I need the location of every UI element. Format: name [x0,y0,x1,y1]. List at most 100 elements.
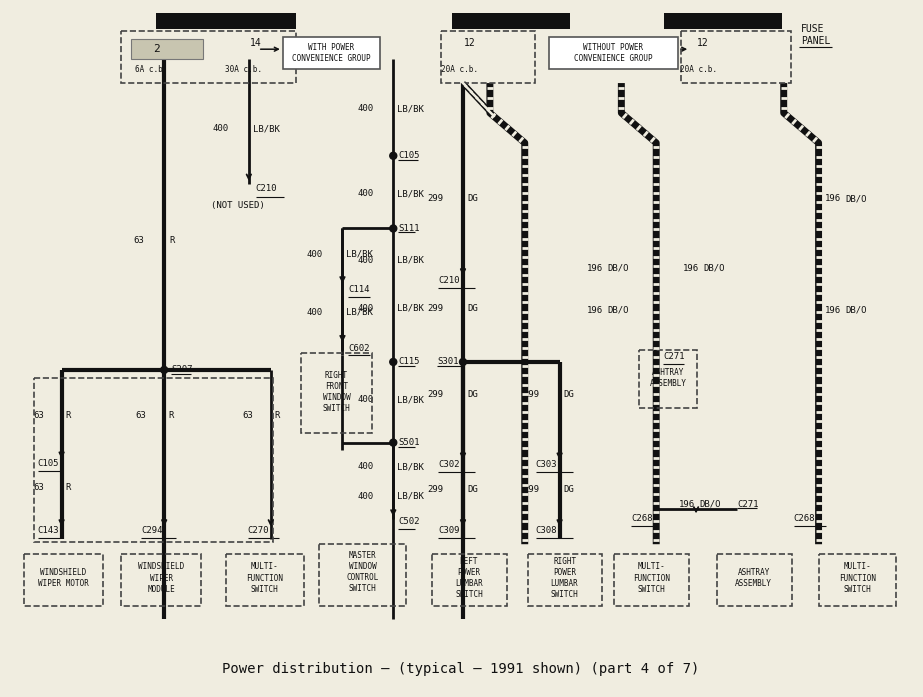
Text: WITHOUT POWER
CONVENIENCE GROUP: WITHOUT POWER CONVENIENCE GROUP [574,43,653,63]
Text: 196: 196 [587,264,604,273]
Text: C114: C114 [349,285,370,294]
Bar [226,554,304,606]
Text: 63: 63 [33,411,43,420]
Text: 400: 400 [357,304,373,313]
Bar [121,31,295,83]
Text: LB/BK: LB/BK [397,462,425,471]
Text: (NOT USED): (NOT USED) [211,201,265,210]
Text: 400: 400 [357,492,373,501]
Text: 12: 12 [464,38,475,48]
Text: RIGHT
POWER
LUMBAR
SWITCH: RIGHT POWER LUMBAR SWITCH [551,557,579,599]
Text: C105: C105 [398,151,420,160]
Bar [156,13,295,29]
Text: C268: C268 [631,514,653,523]
Text: DG: DG [467,304,478,313]
Text: MULTI-
FUNCTION
SWITCH: MULTI- FUNCTION SWITCH [633,562,670,594]
Bar [615,554,689,606]
Bar [24,554,103,606]
Text: ASHTRAY
ASSEMBLY: ASHTRAY ASSEMBLY [650,368,687,388]
Text: MULTI-
FUNCTION
SWITCH: MULTI- FUNCTION SWITCH [246,562,283,594]
Text: LB/BK: LB/BK [397,492,425,501]
Text: 299: 299 [523,390,540,399]
Text: S501: S501 [398,438,420,447]
Text: 299: 299 [523,485,540,494]
Text: FUSE: FUSE [800,24,824,34]
Text: WINDSHIELD
WIPER MOTOR: WINDSHIELD WIPER MOTOR [38,568,89,588]
Text: LB/BK: LB/BK [397,256,425,265]
Text: RIGHT
FRONT
WINDOW
SWITCH: RIGHT FRONT WINDOW SWITCH [323,371,351,413]
Text: 30A c.b.: 30A c.b. [225,65,262,74]
Bar [282,37,380,69]
Text: C115: C115 [398,358,420,367]
Text: PANEL: PANEL [800,36,830,46]
Text: HOT IN ACC OR RUN: HOT IN ACC OR RUN [173,16,279,26]
Bar [301,353,372,433]
Text: LB/BK: LB/BK [397,395,425,404]
Text: 400: 400 [306,307,322,316]
Text: C210: C210 [256,184,277,192]
Text: Power distribution – (typical – 1991 shown) (part 4 of 7): Power distribution – (typical – 1991 sho… [222,661,700,675]
Text: MULTI-
FUNCTION
SWITCH: MULTI- FUNCTION SWITCH [839,562,876,594]
Text: 196: 196 [587,306,604,314]
Text: R: R [275,411,280,420]
Text: DB/O: DB/O [703,264,725,273]
Text: 196: 196 [679,500,695,509]
Text: LB/BK: LB/BK [346,250,373,259]
Bar [131,39,203,59]
Text: LB/BK: LB/BK [397,189,425,198]
Text: 400: 400 [357,105,373,114]
Text: 14: 14 [250,38,261,48]
Text: 63: 63 [33,483,43,492]
Bar [819,554,896,606]
Bar [717,554,792,606]
Bar [640,350,697,408]
Text: 400: 400 [213,124,229,133]
Text: DG: DG [564,485,574,494]
Text: WINDSHIELD
WIPER
MODULE: WINDSHIELD WIPER MODULE [138,562,185,594]
Bar [528,554,603,606]
Bar [452,13,569,29]
Text: C268: C268 [794,514,815,523]
Text: HOT AT ALL TIMES: HOT AT ALL TIMES [673,16,773,26]
Text: 299: 299 [427,485,443,494]
Circle shape [390,225,397,232]
Text: LB/BK: LB/BK [253,124,280,133]
Text: C105: C105 [38,459,59,468]
Text: LB/BK: LB/BK [397,105,425,114]
Bar [121,554,201,606]
Circle shape [390,439,397,446]
Text: DB/O: DB/O [607,306,629,314]
Circle shape [390,358,397,365]
Text: R: R [66,483,71,492]
Bar [681,31,791,83]
Text: C309: C309 [438,526,460,535]
Text: 400: 400 [357,395,373,404]
Text: C308: C308 [535,526,557,535]
Text: DB/O: DB/O [845,306,867,314]
Text: S111: S111 [398,224,420,233]
Text: 196: 196 [683,264,699,273]
Text: ASHTRAY
ASSEMBLY: ASHTRAY ASSEMBLY [736,568,773,588]
Bar [548,37,678,69]
Text: DB/O: DB/O [699,500,721,509]
Text: 400: 400 [306,250,322,259]
Text: C270: C270 [248,526,270,535]
Text: WITH POWER
CONVENIENCE GROUP: WITH POWER CONVENIENCE GROUP [293,43,371,63]
Bar [318,544,406,606]
Text: C271: C271 [737,500,759,509]
Text: 400: 400 [357,256,373,265]
Text: 20A c.b.: 20A c.b. [679,65,716,74]
Text: DG: DG [467,390,478,399]
Text: 196: 196 [825,194,842,203]
Text: C602: C602 [349,344,370,353]
Text: DB/O: DB/O [845,194,867,203]
Text: DG: DG [467,194,478,203]
Text: DG: DG [564,390,574,399]
Text: 2: 2 [153,44,160,54]
Text: C302: C302 [438,459,460,468]
Text: 400: 400 [357,189,373,198]
Bar [441,31,534,83]
Text: 20A c.b.: 20A c.b. [440,65,477,74]
Text: 63: 63 [242,411,253,420]
Text: 6A c.b.: 6A c.b. [135,65,167,74]
